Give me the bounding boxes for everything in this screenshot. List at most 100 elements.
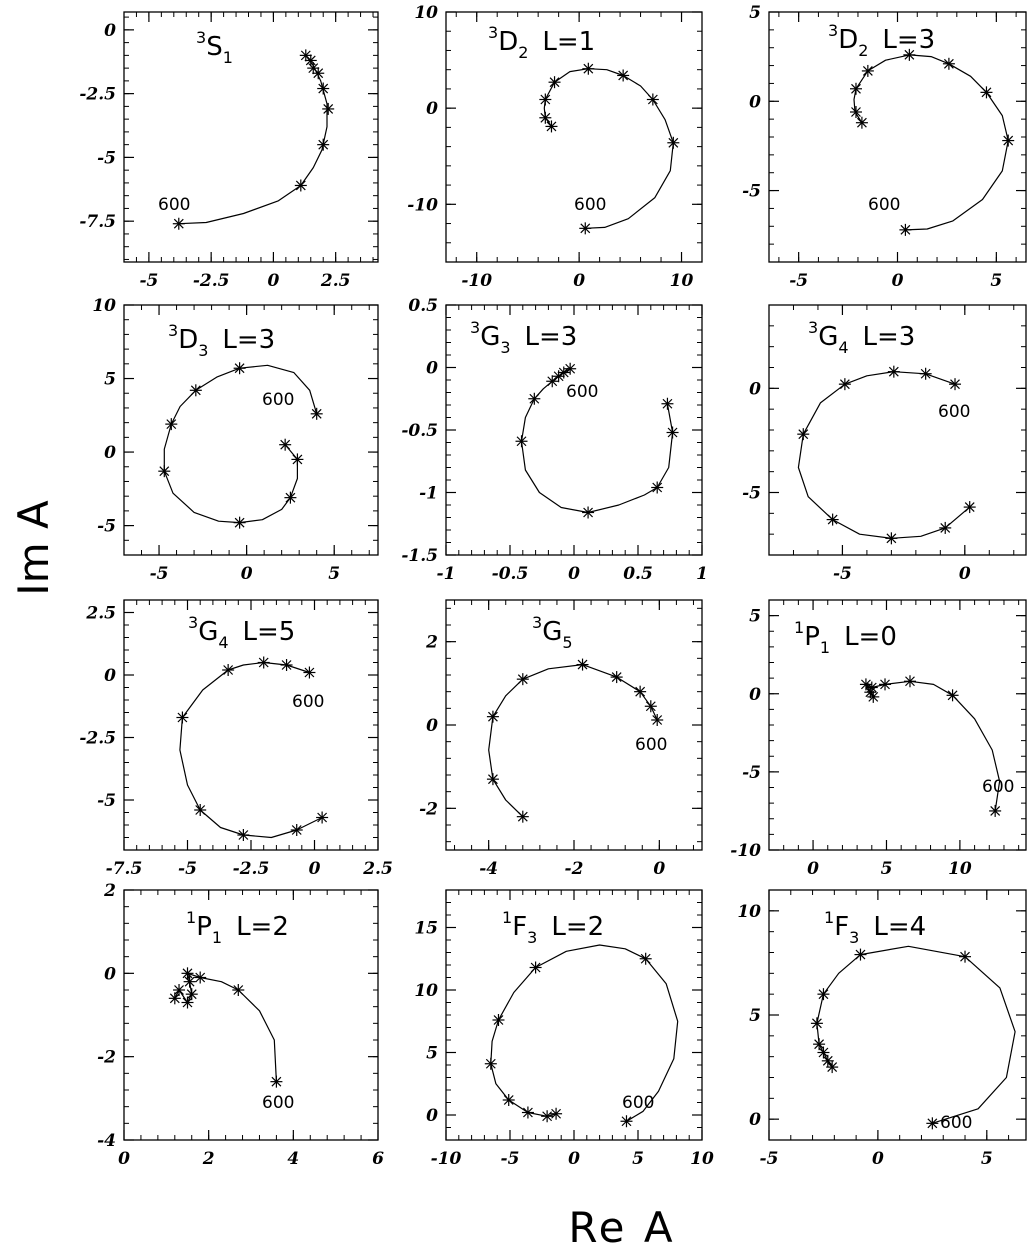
data-point (194, 971, 207, 984)
data-point (486, 773, 499, 786)
y-tick-label: 5 (749, 607, 761, 627)
data-point (946, 689, 959, 702)
data-point (303, 666, 316, 679)
x-tick-label: -0.5 (492, 564, 529, 584)
data-point (666, 426, 679, 439)
y-tick-label: 5 (426, 1044, 438, 1064)
x-tick-label: 1 (696, 564, 708, 584)
data-point (233, 516, 246, 529)
data-point (290, 824, 303, 836)
x-tick-label: 5 (632, 1149, 644, 1169)
x-tick-label: -10 (431, 1149, 462, 1169)
data-point (284, 491, 297, 504)
data-point (667, 136, 680, 149)
y-tick-label: 10 (737, 902, 761, 922)
annotation-600: 600 (635, 735, 667, 755)
x-tick-label: 0 (959, 564, 971, 584)
data-point (484, 1057, 497, 1070)
x-tick-label: 10 (670, 271, 694, 291)
y-tick-label: 0 (104, 443, 116, 463)
data-point (579, 222, 592, 235)
x-tick-label: -5 (760, 1149, 779, 1169)
y-tick-label: -7.5 (79, 212, 116, 232)
data-point (516, 673, 529, 686)
y-tick-label: 0 (749, 92, 761, 112)
y-tick-label: 2 (103, 881, 116, 901)
series-line (543, 68, 674, 229)
y-tick-label: 0 (104, 666, 116, 686)
panel-p1: -10 0 10 10 0 -10 3D2 L=1 600 (407, 3, 703, 291)
data-point (541, 1110, 554, 1123)
data-point (545, 120, 558, 133)
annotation-600: 600 (982, 777, 1014, 797)
data-point (989, 804, 1002, 817)
x-tick-label: -5 (139, 271, 158, 291)
x-tick-label: 5 (328, 564, 340, 584)
data-point (855, 116, 868, 129)
x-tick-label: 0 (118, 1149, 130, 1169)
data-point (899, 223, 912, 236)
panel-title: 3S1 (196, 28, 233, 67)
data-point (280, 659, 293, 671)
x-tick-label: -4 (479, 859, 498, 879)
data-point (233, 362, 246, 375)
x-tick-label: 0 (309, 859, 321, 879)
data-point (294, 179, 307, 192)
x-tick-label: 0 (267, 271, 279, 291)
data-point (963, 501, 976, 514)
y-tick-label: -5 (97, 517, 116, 537)
y-tick-label: 0 (749, 379, 761, 399)
y-tick-label: 0 (749, 1110, 761, 1130)
data-point (817, 988, 830, 1001)
data-point (322, 102, 335, 115)
x-tick-label: 0 (653, 859, 665, 879)
annotation-600: 600 (262, 390, 294, 410)
panel-title: 3G5 (532, 613, 573, 652)
annotation-600: 600 (622, 1093, 654, 1113)
x-tick-label: 0 (892, 271, 904, 291)
panel-title: 3G3 L=3 (470, 318, 577, 357)
x-tick-label: 2.5 (320, 271, 351, 291)
x-tick-label: 2.5 (362, 859, 393, 879)
data-point (516, 810, 529, 823)
x-tick-label: 0 (872, 1149, 884, 1169)
y-tick-label: 0 (426, 716, 438, 736)
x-tick-label: -2.5 (193, 271, 230, 291)
panel-p3: -5 0 5 10 5 0 -5 3D3 L=3 600 (92, 296, 379, 584)
y-tick-label: -5 (97, 791, 116, 811)
data-point (651, 714, 664, 726)
data-point (222, 664, 235, 676)
data-point (610, 671, 623, 684)
x-tick-label: 5 (981, 1149, 993, 1169)
x-tick-label: 0 (807, 859, 819, 879)
y-tick-label: 2.5 (85, 604, 116, 624)
data-point (528, 392, 541, 405)
x-tick-label: 5 (990, 271, 1002, 291)
y-tick-label: -10 (730, 841, 761, 861)
y-tick-label: -10 (407, 195, 438, 215)
plot-frame (123, 304, 379, 556)
y-tick-label: 0 (749, 685, 761, 705)
y-tick-label: 10 (92, 296, 116, 316)
x-tick-label: -2 (565, 859, 584, 879)
y-tick-label: 0 (426, 99, 438, 119)
data-point (865, 681, 878, 694)
series-line (816, 945, 1016, 1124)
x-tick-label: -5 (833, 564, 852, 584)
data-point (548, 76, 561, 89)
panel-title: 1P1 L=2 (186, 908, 289, 947)
data-point (232, 984, 245, 996)
panel-p9: 0 2 4 6 2 0 -2 -4 1P1 L=2 600 (97, 881, 384, 1169)
data-point (185, 988, 198, 1001)
y-axis-label: Im A (9, 500, 58, 596)
y-tick-label: -2.5 (79, 729, 116, 749)
y-tick-label: 10 (414, 3, 438, 23)
y-tick-label: 15 (414, 919, 438, 939)
x-tick-label: -2.5 (233, 859, 270, 879)
data-point (291, 453, 304, 466)
data-point (237, 829, 250, 841)
data-point (183, 975, 196, 988)
data-point (529, 961, 542, 974)
